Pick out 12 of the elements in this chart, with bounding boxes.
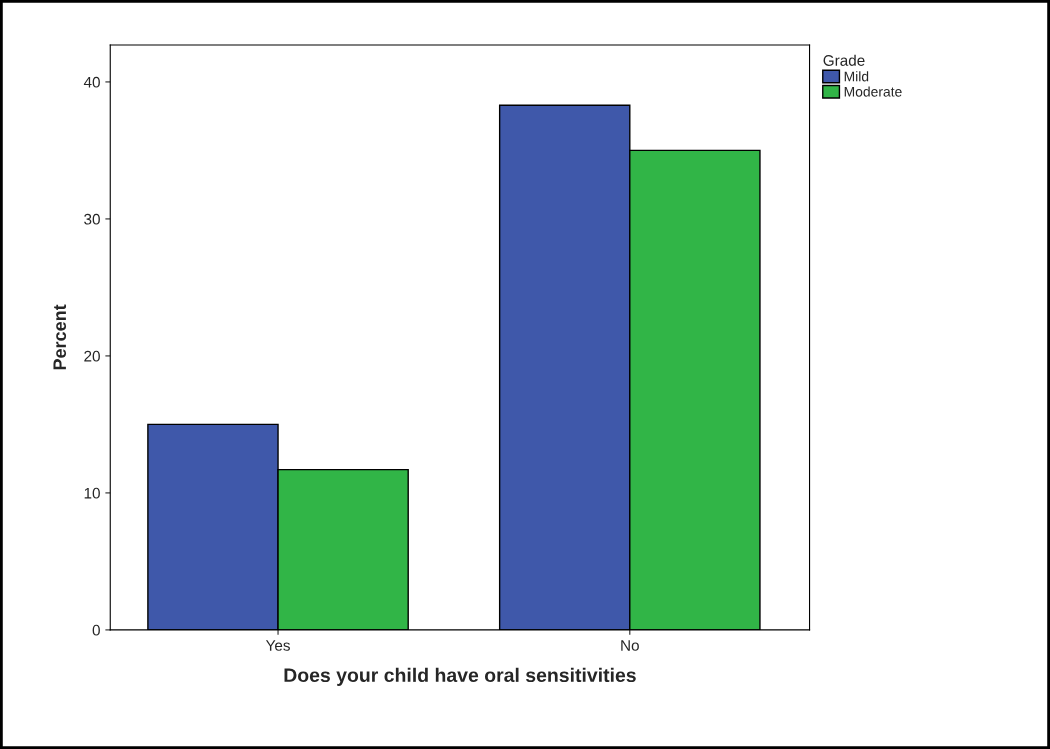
y-tick-label: 40 xyxy=(83,76,100,88)
y-tick-label: 20 xyxy=(84,350,100,362)
y-axis-title: Percent xyxy=(53,304,67,370)
legend-label: Moderate xyxy=(844,86,902,97)
y-tick-label: 10 xyxy=(84,487,100,499)
x-tick-label: Yes xyxy=(265,640,290,651)
x-axis-title: Does your child have oral sensitivities xyxy=(284,667,636,686)
x-tick-label: No xyxy=(621,640,639,651)
y-tick-label: 0 xyxy=(92,624,100,636)
legend-label: Mild xyxy=(844,71,869,82)
y-tick-label: 30 xyxy=(84,213,100,225)
legend-title: Grade xyxy=(823,54,865,66)
